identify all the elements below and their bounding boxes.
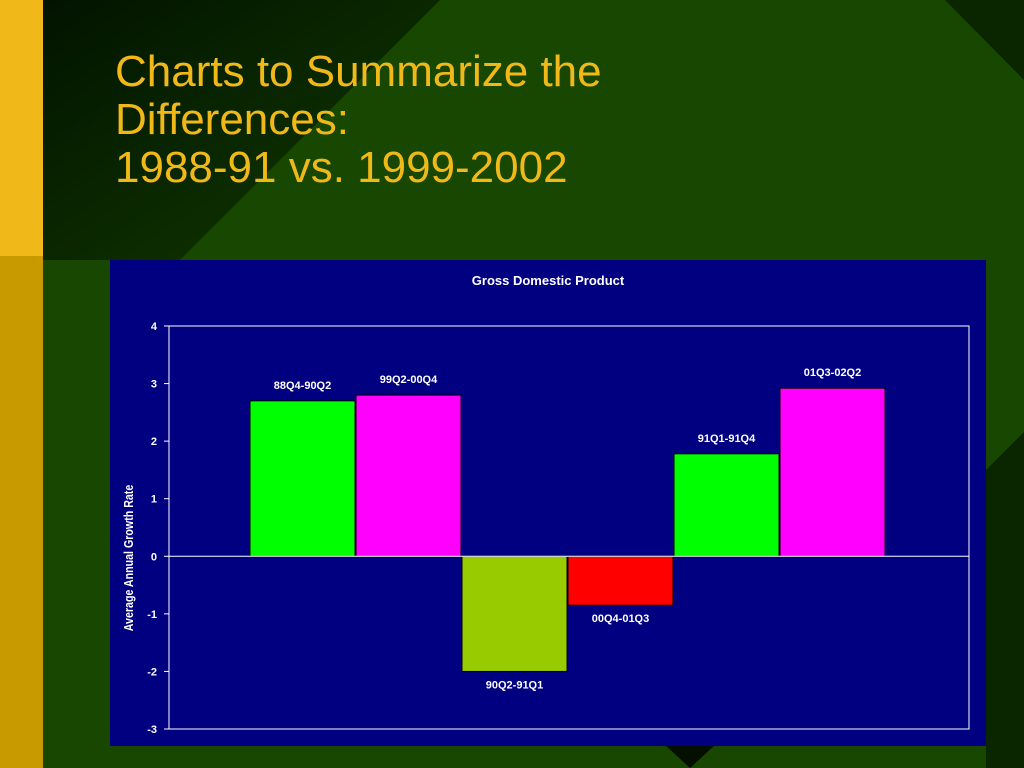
slide-title-line-1: Charts to Summarize the [115,47,602,96]
y-axis-label: Average Annual Growth Rate [121,484,136,631]
y-tick-label: 2 [151,436,157,448]
background-dark-corner-top-right [945,0,1024,80]
y-tick-label: -2 [147,666,157,678]
background-dark-corner-bottom-right [986,432,1024,768]
slide-title: Charts to Summarize the Differences: 198… [115,48,915,192]
bar-data-label: 90Q2-91Q1 [486,679,543,691]
plot-area-border [168,325,970,730]
bar-data-label: 00Q4-01Q3 [592,613,649,625]
bar-data-label: 99Q2-00Q4 [380,374,438,386]
bar-data-label: 91Q1-91Q4 [698,433,756,445]
y-tick-label: -1 [147,609,157,621]
y-axis: 4 3 2 1 0 -1 -2 -3 [147,321,169,736]
sidebar-bright-strip [0,0,43,256]
background-dark-notch-bottom [665,745,715,768]
slide-title-line-3: 1988-91 vs. 1999-2002 [115,143,568,192]
bar-labels: 88Q4-90Q2 99Q2-00Q4 90Q2-91Q1 00Q4-01Q3 91Q1… [274,367,861,691]
y-tick-label: 1 [151,494,157,506]
bar-00q4-01q3 [567,555,674,606]
bar-90q2-91q1 [461,555,568,672]
y-tick-label: 0 [151,551,157,563]
chart-panel: Gross Domestic Product Average Annual Gr… [110,260,986,746]
gdp-bar-chart: Gross Domestic Product Average Annual Gr… [121,273,970,736]
bar-series [249,387,886,672]
slide-title-line-2: Differences: [115,95,349,144]
background-dark-corner-top-left [43,0,440,260]
bar-88q4-90q2 [249,400,356,557]
y-tick-label: -3 [147,724,157,736]
bar-01q3-02q2 [779,387,886,557]
y-tick-label: 4 [151,321,158,333]
chart-title: Gross Domestic Product [472,273,625,288]
bar-99q2-00q4 [355,394,462,557]
sidebar-dark-strip [0,256,43,768]
bar-data-label: 01Q3-02Q2 [804,367,861,379]
bar-data-label: 88Q4-90Q2 [274,380,331,392]
y-tick-label: 3 [151,379,157,391]
bar-91q1-91q4 [673,453,780,557]
